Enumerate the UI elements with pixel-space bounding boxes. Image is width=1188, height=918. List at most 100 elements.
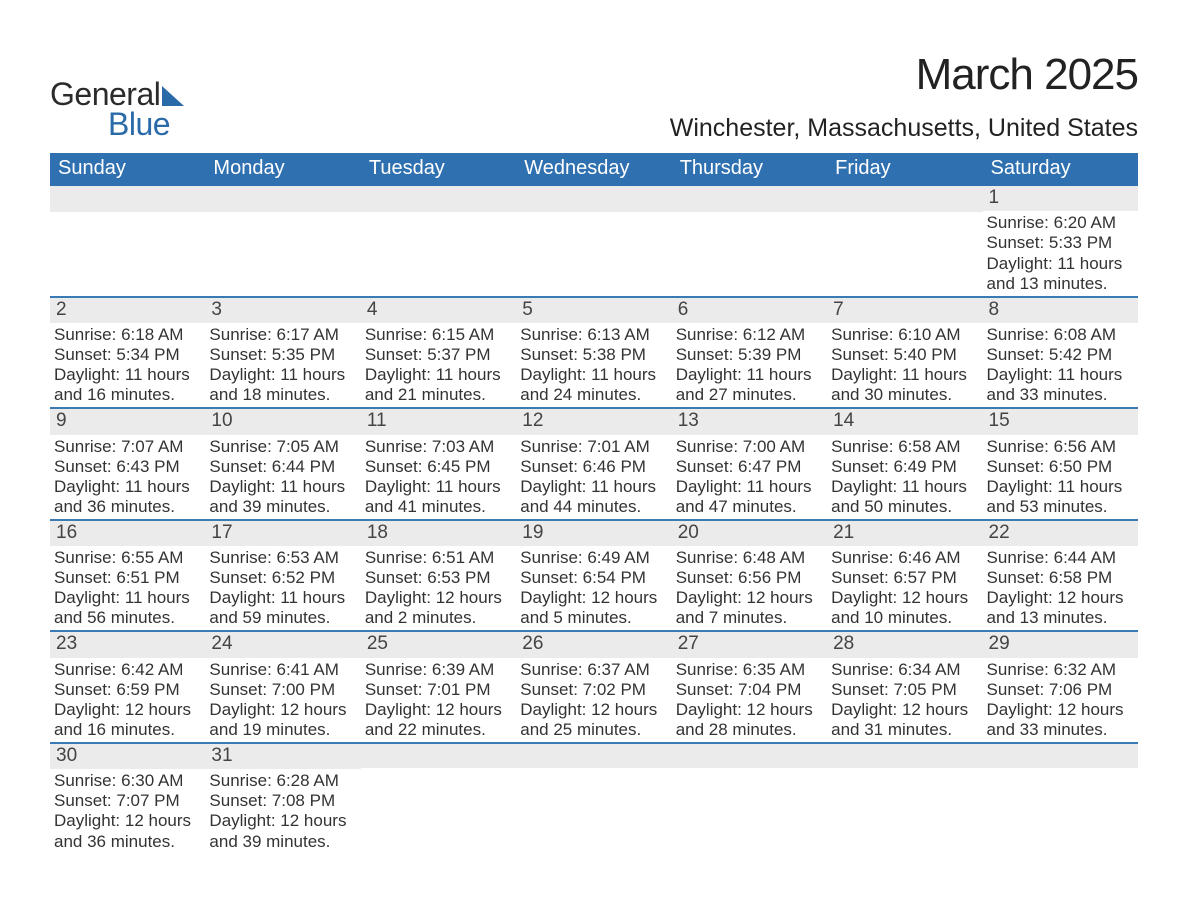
day-number: 20	[672, 519, 827, 546]
day-number: 22	[983, 519, 1138, 546]
day-details: Sunrise: 6:35 AMSunset: 7:04 PMDaylight:…	[672, 658, 827, 742]
calendar-day: 8Sunrise: 6:08 AMSunset: 5:42 PMDaylight…	[983, 296, 1138, 408]
day-details: Sunrise: 6:32 AMSunset: 7:06 PMDaylight:…	[983, 658, 1138, 742]
day-details: Sunrise: 6:30 AMSunset: 7:07 PMDaylight:…	[50, 769, 205, 853]
day-details: Sunrise: 6:48 AMSunset: 6:56 PMDaylight:…	[672, 546, 827, 630]
calendar-day: 19Sunrise: 6:49 AMSunset: 6:54 PMDayligh…	[516, 519, 671, 631]
calendar-empty	[827, 186, 982, 296]
calendar-day: 21Sunrise: 6:46 AMSunset: 6:57 PMDayligh…	[827, 519, 982, 631]
calendar-empty	[361, 742, 516, 854]
day-details: Sunrise: 6:08 AMSunset: 5:42 PMDaylight:…	[983, 323, 1138, 407]
day-number: 25	[361, 630, 516, 657]
weekday-header: Sunday	[50, 153, 205, 186]
day-number: 24	[205, 630, 360, 657]
weekday-header: Wednesday	[516, 153, 671, 186]
day-details: Sunrise: 6:12 AMSunset: 5:39 PMDaylight:…	[672, 323, 827, 407]
calendar-day: 14Sunrise: 6:58 AMSunset: 6:49 PMDayligh…	[827, 407, 982, 519]
brand-triangle-icon	[162, 86, 184, 106]
day-number: 27	[672, 630, 827, 657]
day-details: Sunrise: 6:18 AMSunset: 5:34 PMDaylight:…	[50, 323, 205, 407]
day-details: Sunrise: 6:15 AMSunset: 5:37 PMDaylight:…	[361, 323, 516, 407]
day-details: Sunrise: 6:56 AMSunset: 6:50 PMDaylight:…	[983, 435, 1138, 519]
day-details: Sunrise: 7:03 AMSunset: 6:45 PMDaylight:…	[361, 435, 516, 519]
brand-logo: General Blue	[50, 50, 184, 140]
day-number: 11	[361, 407, 516, 434]
calendar-day: 29Sunrise: 6:32 AMSunset: 7:06 PMDayligh…	[983, 630, 1138, 742]
calendar-day: 9Sunrise: 7:07 AMSunset: 6:43 PMDaylight…	[50, 407, 205, 519]
day-details: Sunrise: 6:20 AMSunset: 5:33 PMDaylight:…	[983, 211, 1138, 295]
calendar-empty	[205, 186, 360, 296]
calendar-day: 2Sunrise: 6:18 AMSunset: 5:34 PMDaylight…	[50, 296, 205, 408]
calendar-empty	[50, 186, 205, 296]
calendar-body: 1Sunrise: 6:20 AMSunset: 5:33 PMDaylight…	[50, 186, 1138, 854]
day-number: 8	[983, 296, 1138, 323]
day-details: Sunrise: 6:41 AMSunset: 7:00 PMDaylight:…	[205, 658, 360, 742]
calendar-day: 20Sunrise: 6:48 AMSunset: 6:56 PMDayligh…	[672, 519, 827, 631]
calendar-day: 4Sunrise: 6:15 AMSunset: 5:37 PMDaylight…	[361, 296, 516, 408]
calendar-day: 3Sunrise: 6:17 AMSunset: 5:35 PMDaylight…	[205, 296, 360, 408]
calendar-day: 12Sunrise: 7:01 AMSunset: 6:46 PMDayligh…	[516, 407, 671, 519]
calendar-day: 22Sunrise: 6:44 AMSunset: 6:58 PMDayligh…	[983, 519, 1138, 631]
calendar-empty	[361, 186, 516, 296]
calendar-day: 13Sunrise: 7:00 AMSunset: 6:47 PMDayligh…	[672, 407, 827, 519]
day-number: 29	[983, 630, 1138, 657]
day-number: 7	[827, 296, 982, 323]
calendar-day: 6Sunrise: 6:12 AMSunset: 5:39 PMDaylight…	[672, 296, 827, 408]
day-number: 10	[205, 407, 360, 434]
title-block: March 2025 Winchester, Massachusetts, Un…	[670, 50, 1138, 143]
day-number: 4	[361, 296, 516, 323]
calendar-day: 17Sunrise: 6:53 AMSunset: 6:52 PMDayligh…	[205, 519, 360, 631]
calendar-empty	[672, 186, 827, 296]
calendar-day: 26Sunrise: 6:37 AMSunset: 7:02 PMDayligh…	[516, 630, 671, 742]
calendar-empty	[516, 186, 671, 296]
day-number: 26	[516, 630, 671, 657]
location-subtitle: Winchester, Massachusetts, United States	[670, 114, 1138, 143]
calendar-empty	[827, 742, 982, 854]
day-details: Sunrise: 6:49 AMSunset: 6:54 PMDaylight:…	[516, 546, 671, 630]
day-details: Sunrise: 6:37 AMSunset: 7:02 PMDaylight:…	[516, 658, 671, 742]
day-details: Sunrise: 6:51 AMSunset: 6:53 PMDaylight:…	[361, 546, 516, 630]
calendar-day: 30Sunrise: 6:30 AMSunset: 7:07 PMDayligh…	[50, 742, 205, 854]
day-details: Sunrise: 6:46 AMSunset: 6:57 PMDaylight:…	[827, 546, 982, 630]
day-number: 13	[672, 407, 827, 434]
month-title: March 2025	[670, 50, 1138, 100]
day-details: Sunrise: 7:05 AMSunset: 6:44 PMDaylight:…	[205, 435, 360, 519]
calendar-day: 25Sunrise: 6:39 AMSunset: 7:01 PMDayligh…	[361, 630, 516, 742]
day-details: Sunrise: 6:28 AMSunset: 7:08 PMDaylight:…	[205, 769, 360, 853]
calendar-day: 1Sunrise: 6:20 AMSunset: 5:33 PMDaylight…	[983, 186, 1138, 296]
calendar-empty	[672, 742, 827, 854]
day-details: Sunrise: 7:01 AMSunset: 6:46 PMDaylight:…	[516, 435, 671, 519]
day-number: 17	[205, 519, 360, 546]
calendar-day: 16Sunrise: 6:55 AMSunset: 6:51 PMDayligh…	[50, 519, 205, 631]
calendar-day: 15Sunrise: 6:56 AMSunset: 6:50 PMDayligh…	[983, 407, 1138, 519]
day-details: Sunrise: 6:39 AMSunset: 7:01 PMDaylight:…	[361, 658, 516, 742]
day-number: 31	[205, 742, 360, 769]
brand-line2: Blue	[108, 108, 170, 140]
day-number: 3	[205, 296, 360, 323]
day-number: 15	[983, 407, 1138, 434]
calendar-day: 11Sunrise: 7:03 AMSunset: 6:45 PMDayligh…	[361, 407, 516, 519]
weekday-header: Friday	[827, 153, 982, 186]
page-header: General Blue March 2025 Winchester, Mass…	[50, 50, 1138, 143]
day-details: Sunrise: 7:07 AMSunset: 6:43 PMDaylight:…	[50, 435, 205, 519]
day-details: Sunrise: 6:44 AMSunset: 6:58 PMDaylight:…	[983, 546, 1138, 630]
weekday-header: Monday	[205, 153, 360, 186]
calendar-head: SundayMondayTuesdayWednesdayThursdayFrid…	[50, 153, 1138, 186]
day-details: Sunrise: 6:58 AMSunset: 6:49 PMDaylight:…	[827, 435, 982, 519]
day-number: 30	[50, 742, 205, 769]
calendar-day: 27Sunrise: 6:35 AMSunset: 7:04 PMDayligh…	[672, 630, 827, 742]
weekday-header: Thursday	[672, 153, 827, 186]
day-details: Sunrise: 7:00 AMSunset: 6:47 PMDaylight:…	[672, 435, 827, 519]
calendar-day: 7Sunrise: 6:10 AMSunset: 5:40 PMDaylight…	[827, 296, 982, 408]
day-details: Sunrise: 6:55 AMSunset: 6:51 PMDaylight:…	[50, 546, 205, 630]
day-number: 18	[361, 519, 516, 546]
day-number: 28	[827, 630, 982, 657]
day-number: 2	[50, 296, 205, 323]
day-number: 5	[516, 296, 671, 323]
calendar-day: 24Sunrise: 6:41 AMSunset: 7:00 PMDayligh…	[205, 630, 360, 742]
calendar-table: SundayMondayTuesdayWednesdayThursdayFrid…	[50, 153, 1138, 854]
day-details: Sunrise: 6:42 AMSunset: 6:59 PMDaylight:…	[50, 658, 205, 742]
day-number: 1	[983, 186, 1138, 211]
day-number: 9	[50, 407, 205, 434]
calendar-day: 28Sunrise: 6:34 AMSunset: 7:05 PMDayligh…	[827, 630, 982, 742]
